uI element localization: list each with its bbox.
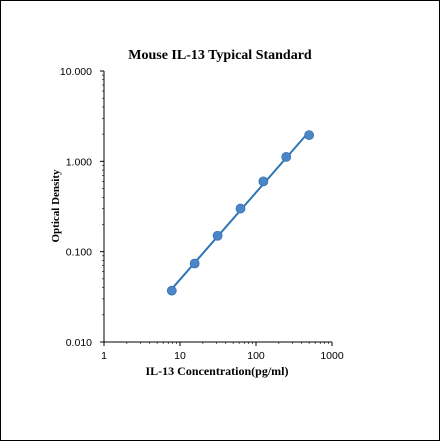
data-point (166, 285, 177, 296)
data-point (235, 203, 246, 214)
x-tick-label: 1000 (320, 350, 344, 362)
x-axis-label: IL-13 Concentration(pg/ml) (145, 364, 289, 378)
data-point (189, 258, 200, 269)
x-tick-label: 100 (247, 350, 265, 362)
axis-ticks: 0.010 0.100 1.000 10.000 1 10 100 1000 (60, 66, 344, 362)
y-tick-label: 1.000 (66, 156, 92, 168)
data-point (258, 176, 269, 187)
data-point (212, 230, 223, 241)
y-tick-label: 10.000 (60, 66, 92, 78)
data-point (304, 130, 315, 141)
x-tick-label: 1 (101, 350, 107, 362)
y-tick-label: 0.100 (66, 247, 92, 259)
y-tick-label: 0.010 (66, 337, 92, 349)
data-point (281, 151, 292, 162)
x-tick-label: 10 (174, 350, 186, 362)
chart-title: Mouse IL-13 Typical Standard (128, 48, 312, 63)
data-series (166, 130, 315, 296)
